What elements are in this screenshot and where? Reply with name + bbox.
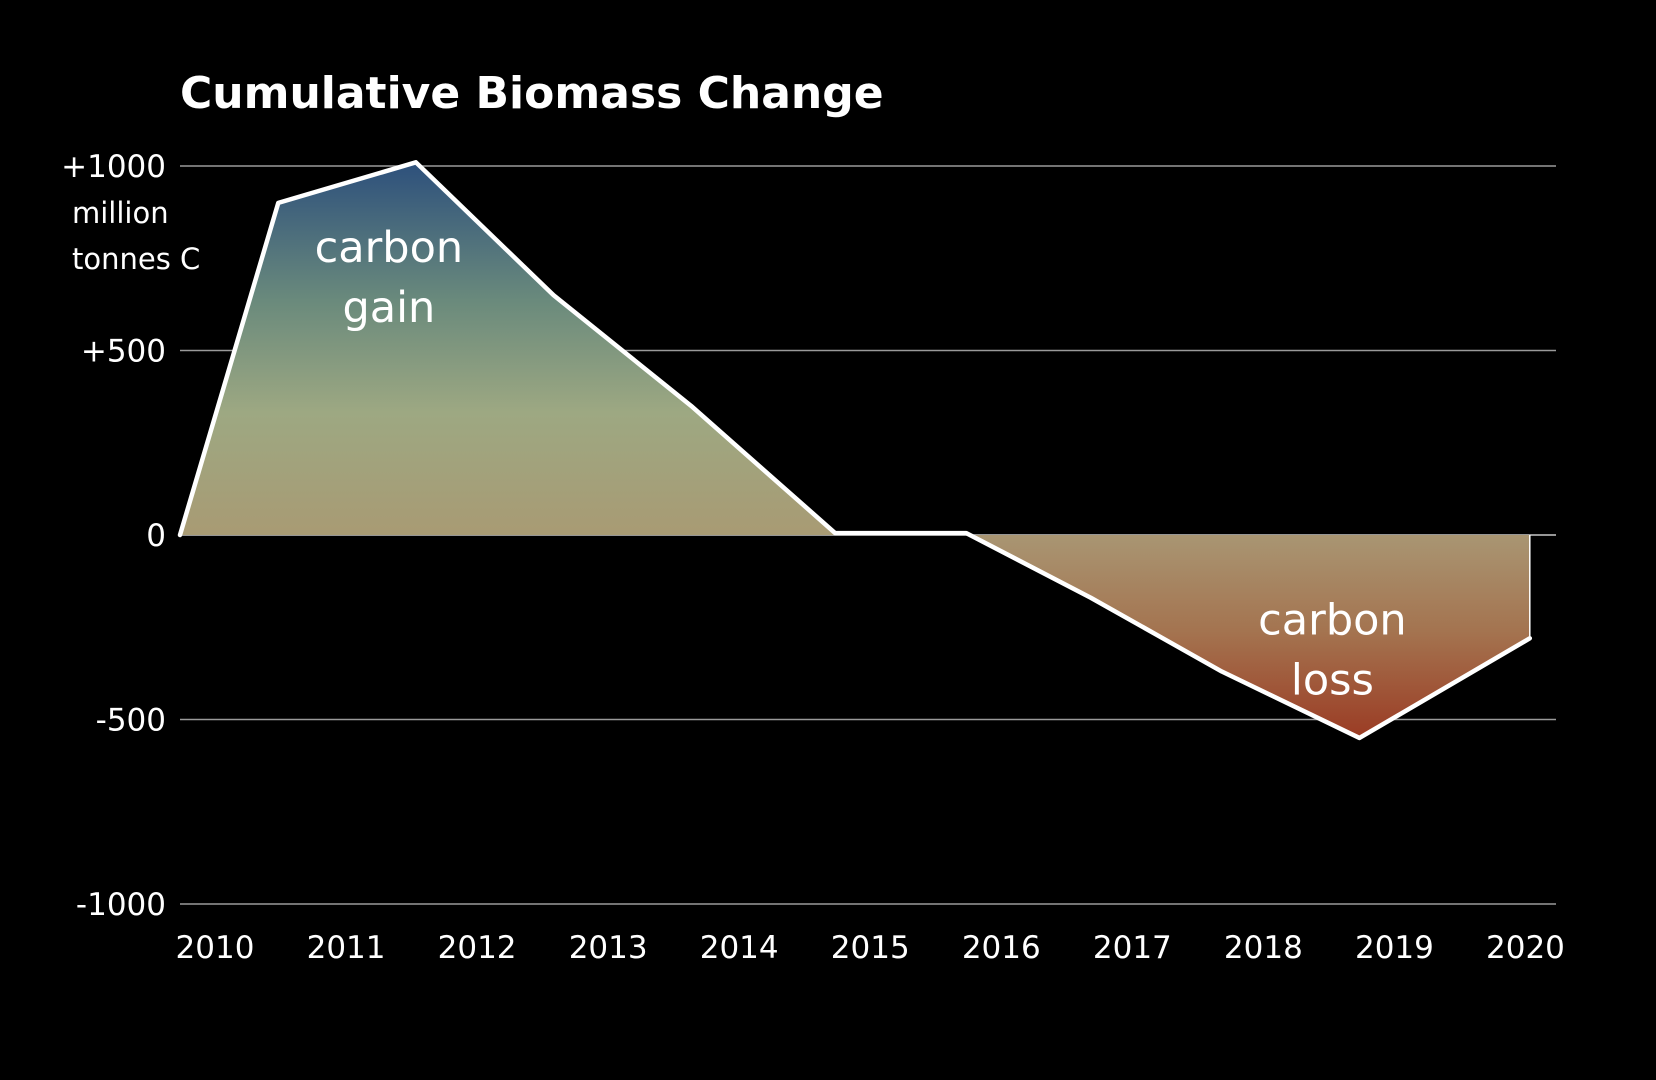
y-tick-label: +500 bbox=[81, 334, 166, 370]
y-tick-label: -1000 bbox=[76, 887, 166, 923]
gain-area bbox=[180, 162, 1530, 535]
area-fill bbox=[180, 162, 1530, 738]
x-tick-label: 2014 bbox=[700, 930, 779, 966]
annotations: carbon gain carbon loss bbox=[315, 223, 1407, 706]
y-unit-label: million tonnes C bbox=[72, 196, 200, 276]
x-tick-label: 2011 bbox=[307, 930, 386, 966]
y-tick-label: +1000 bbox=[61, 149, 166, 185]
annotation-line: carbon bbox=[315, 223, 464, 273]
chart-title: Cumulative Biomass Change bbox=[180, 68, 884, 119]
y-tick-label: 0 bbox=[146, 518, 166, 554]
x-tick-label: 2015 bbox=[831, 930, 910, 966]
x-tick-label: 2016 bbox=[962, 930, 1041, 966]
x-tick-label: 2020 bbox=[1486, 930, 1565, 966]
loss-area bbox=[180, 535, 1530, 738]
annotation-line: loss bbox=[1291, 656, 1374, 706]
y-tick-labels: +1000 +500 0 -500 -1000 bbox=[61, 149, 166, 923]
y-unit-line: million bbox=[72, 196, 169, 230]
x-tick-label: 2018 bbox=[1224, 930, 1303, 966]
series-line-group bbox=[177, 160, 1533, 741]
y-tick-label: -500 bbox=[96, 703, 166, 739]
x-tick-label: 2013 bbox=[569, 930, 648, 966]
y-unit-line: tonnes C bbox=[72, 242, 200, 276]
x-tick-labels: 2010 2011 2012 2013 2014 2015 2016 2017 2018 2019… bbox=[176, 930, 1565, 966]
annotation-line: gain bbox=[342, 283, 435, 333]
annotation-line: carbon bbox=[1258, 596, 1407, 646]
x-tick-label: 2017 bbox=[1093, 930, 1172, 966]
x-tick-label: 2010 bbox=[176, 930, 255, 966]
x-tick-label: 2012 bbox=[438, 930, 517, 966]
x-tick-label: 2019 bbox=[1355, 930, 1434, 966]
